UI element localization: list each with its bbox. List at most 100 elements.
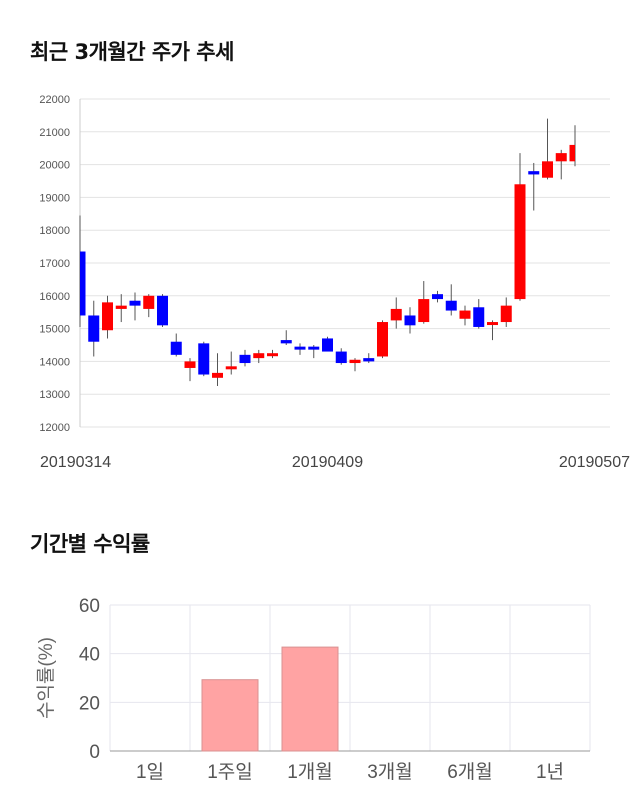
candle-body-down <box>473 307 485 327</box>
candle <box>500 297 512 327</box>
candle-body-up <box>377 322 388 357</box>
candle-body-down <box>198 343 210 375</box>
candle <box>280 330 292 345</box>
candle-body-down <box>404 315 416 326</box>
y-tick-label: 16000 <box>39 291 70 303</box>
candle <box>569 125 576 167</box>
candle-body-down <box>239 354 251 364</box>
candle <box>514 153 526 301</box>
candle-body-down <box>129 300 141 306</box>
x-tick-label: 3개월 <box>367 761 413 783</box>
candle <box>335 348 347 365</box>
candle <box>432 290 443 303</box>
x-tick-label: 1주일 <box>207 761 253 783</box>
y-tick-label: 17000 <box>39 258 70 270</box>
candle-body-up <box>390 308 402 321</box>
y-tick-label: 12000 <box>39 422 70 434</box>
y-tick-label: 0 <box>89 742 100 763</box>
candle <box>184 358 196 382</box>
candle <box>294 343 306 355</box>
period-returns-title: 기간별 수익률 <box>30 532 150 556</box>
candle <box>487 320 498 341</box>
candle <box>253 349 265 364</box>
candle-body-down <box>322 338 333 352</box>
x-tick-label: 20190507 <box>559 454 630 471</box>
y-tick-label: 21000 <box>39 127 70 139</box>
candle-body-up <box>569 144 575 162</box>
candle-body-up <box>349 359 361 364</box>
y-tick-label: 18000 <box>39 225 70 237</box>
candle-body-down <box>432 294 443 300</box>
candle-body-up <box>212 372 223 378</box>
candle <box>115 294 127 323</box>
candle <box>377 320 388 359</box>
candle <box>473 299 485 329</box>
candle <box>102 295 113 339</box>
candle-body-up <box>555 153 567 162</box>
returns-bar-chart: 0 20 40 60 1일 1주일 1개월 3개월 6개월 1년 수익률(%) <box>35 596 591 783</box>
x-tick-label: 6개월 <box>447 761 493 783</box>
candle <box>404 307 416 334</box>
candlestick-chart: 12000 13000 14000 15000 16000 17000 18000 19000… <box>39 94 630 471</box>
y-tick-label: 60 <box>79 596 100 617</box>
candle-body-up <box>459 310 471 319</box>
candle-body-up <box>542 161 553 178</box>
candle-body-up <box>267 353 278 357</box>
candle <box>349 358 361 372</box>
candle <box>143 294 155 318</box>
y-tick-label: 40 <box>79 645 100 666</box>
y-tick-label: 20000 <box>39 160 70 172</box>
candle-body-down <box>280 340 292 344</box>
candle <box>212 353 223 386</box>
return-bar <box>201 679 259 752</box>
price-trend-title: 최근 3개월간 주가 추세 <box>30 40 234 64</box>
candle-body-up <box>253 353 265 359</box>
y-tick-label: 22000 <box>39 94 70 106</box>
candle-body-down <box>294 346 306 350</box>
candle-body-down <box>335 351 347 364</box>
candle <box>308 345 320 359</box>
y-tick-label: 15000 <box>39 324 70 336</box>
candle <box>555 149 567 180</box>
candle <box>88 300 100 357</box>
candle <box>542 118 553 180</box>
candle <box>418 281 430 324</box>
candle <box>322 336 333 352</box>
candle-body-down <box>88 315 100 342</box>
candle-body-up <box>225 366 237 370</box>
candle-body-down <box>445 300 457 311</box>
return-bar <box>281 646 339 752</box>
y-tick-label: 14000 <box>39 356 70 368</box>
candle <box>225 351 237 375</box>
candle-body-down <box>363 358 375 362</box>
candle-body-up <box>500 305 512 323</box>
candle-body-up <box>514 184 526 300</box>
candle-body-down <box>528 171 540 175</box>
y-axis-label: 수익률(%) <box>35 637 57 719</box>
candle <box>390 297 402 329</box>
candle <box>79 215 86 327</box>
x-tick-label: 1일 <box>136 761 164 783</box>
candle <box>267 349 278 359</box>
candle <box>363 353 375 364</box>
candle-body-up <box>102 302 113 331</box>
candle <box>129 292 141 321</box>
x-tick-label: 1년 <box>536 761 564 783</box>
candle <box>445 284 457 316</box>
y-tick-label: 19000 <box>39 192 70 204</box>
candle-body-up <box>143 295 155 309</box>
y-tick-label: 13000 <box>39 389 70 401</box>
candle-body-down <box>157 295 168 326</box>
x-tick-label: 20190409 <box>292 454 363 471</box>
y-tick-label: 20 <box>79 693 100 714</box>
x-tick-label: 1개월 <box>287 761 333 783</box>
candle-body-up <box>418 299 430 323</box>
candle <box>170 333 182 357</box>
candle-body-up <box>487 322 498 326</box>
candle-body-down <box>80 251 86 316</box>
candle <box>239 349 251 367</box>
candle-body-down <box>308 346 320 350</box>
candle-body-up <box>115 305 127 309</box>
candle <box>528 162 540 211</box>
candle-body-down <box>170 341 182 355</box>
